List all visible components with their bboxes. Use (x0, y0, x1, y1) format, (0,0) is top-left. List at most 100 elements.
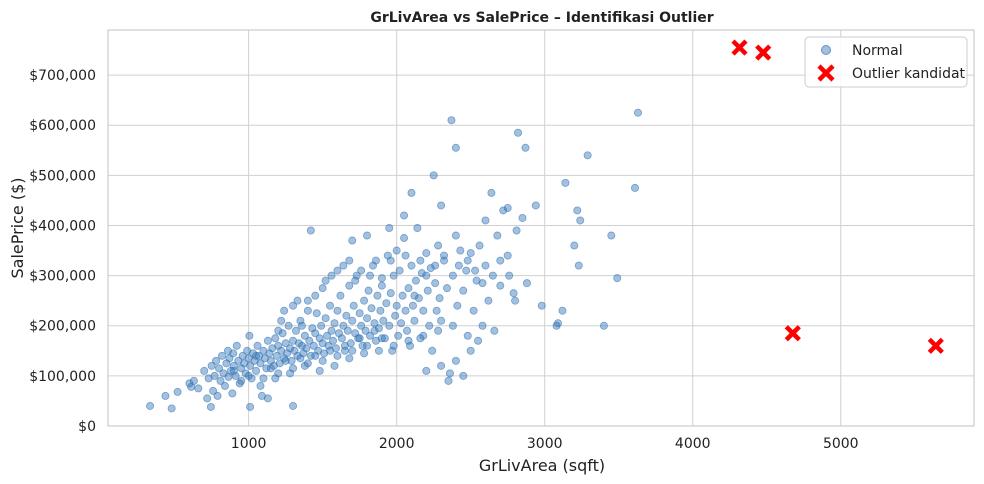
normal-point (363, 314, 372, 323)
normal-point (329, 336, 338, 345)
normal-point (404, 336, 413, 345)
normal-point (303, 306, 312, 315)
normal-point (417, 269, 426, 278)
normal-point (558, 306, 567, 315)
normal-point (459, 371, 468, 380)
normal-point (410, 291, 419, 300)
normal-point (613, 274, 622, 283)
normal-point (389, 341, 398, 350)
y-tick-label: $100,000 (29, 369, 96, 385)
normal-point (253, 341, 262, 350)
normal-point (599, 321, 608, 330)
normal-point (419, 306, 428, 315)
normal-point (210, 371, 219, 380)
normal-point (445, 369, 454, 378)
normal-point (358, 341, 367, 350)
normal-point (437, 361, 446, 370)
normal-point (435, 294, 444, 303)
normal-point (246, 402, 255, 411)
normal-point (256, 381, 265, 390)
normal-point (422, 249, 431, 258)
normal-point (327, 271, 336, 280)
legend-outlier-label: Outlier kandidat (852, 66, 966, 82)
normal-point (434, 241, 443, 250)
normal-point (454, 261, 463, 270)
normal-point (348, 236, 357, 245)
normal-point (237, 376, 246, 385)
normal-point (306, 226, 315, 235)
normal-point (434, 326, 443, 335)
normal-point (573, 206, 582, 215)
normal-point (289, 401, 298, 410)
x-tick-label: 3000 (527, 436, 563, 452)
normal-point (333, 266, 342, 275)
normal-point (286, 369, 295, 378)
normal-point (499, 206, 508, 215)
normal-point (173, 387, 182, 396)
normal-point (401, 306, 410, 315)
normal-point (426, 264, 435, 273)
normal-point (367, 304, 376, 313)
normal-point (407, 261, 416, 270)
normal-point (422, 271, 431, 280)
normal-point (431, 261, 440, 270)
normal-point (263, 336, 272, 345)
normal-point (401, 251, 410, 260)
y-tick-label: $0 (78, 419, 96, 435)
normal-point (357, 321, 366, 330)
normal-point (531, 201, 540, 210)
normal-point (505, 271, 514, 280)
normal-point (496, 281, 505, 290)
normal-point (293, 296, 302, 305)
normal-point (448, 321, 457, 330)
normal-point (318, 356, 327, 365)
normal-point (220, 381, 229, 390)
normal-point (422, 366, 431, 375)
normal-point (503, 251, 512, 260)
normal-point (377, 334, 386, 343)
normal-point (419, 331, 428, 340)
normal-point (280, 306, 289, 315)
normal-point (296, 354, 305, 363)
normal-point (271, 334, 280, 343)
normal-point (263, 394, 272, 403)
normal-point (373, 291, 382, 300)
normal-point (229, 366, 238, 375)
normal-point (245, 331, 254, 340)
normal-point (339, 321, 348, 330)
y-tick-label: $400,000 (29, 218, 96, 234)
normal-point (574, 261, 583, 270)
normal-point (297, 341, 306, 350)
legend-normal-marker (821, 45, 831, 55)
normal-point (414, 294, 423, 303)
normal-point (493, 231, 502, 240)
normal-point (395, 266, 404, 275)
normal-point (423, 286, 432, 295)
normal-point (213, 391, 222, 400)
normal-point (374, 346, 383, 355)
normal-point (518, 213, 527, 222)
normal-point (478, 321, 487, 330)
legend: Normal Outlier kandidat (804, 36, 968, 88)
normal-point (360, 349, 369, 358)
normal-point (167, 404, 176, 413)
normal-point (259, 374, 268, 383)
normal-point (337, 334, 346, 343)
normal-point (440, 251, 449, 260)
normal-point (340, 341, 349, 350)
normal-point (345, 281, 354, 290)
normal-point (554, 319, 563, 328)
normal-point (459, 286, 468, 295)
normal-point (232, 341, 241, 350)
x-tick-label: 2000 (379, 436, 415, 452)
normal-point (342, 311, 351, 320)
plot-frame (107, 29, 975, 427)
normal-point (355, 334, 364, 343)
normal-point (408, 301, 417, 310)
normal-point (326, 346, 335, 355)
normal-point (451, 231, 460, 240)
normal-point (521, 143, 530, 152)
normal-point (466, 249, 475, 258)
normal-point (278, 329, 287, 338)
normal-point (511, 296, 520, 305)
